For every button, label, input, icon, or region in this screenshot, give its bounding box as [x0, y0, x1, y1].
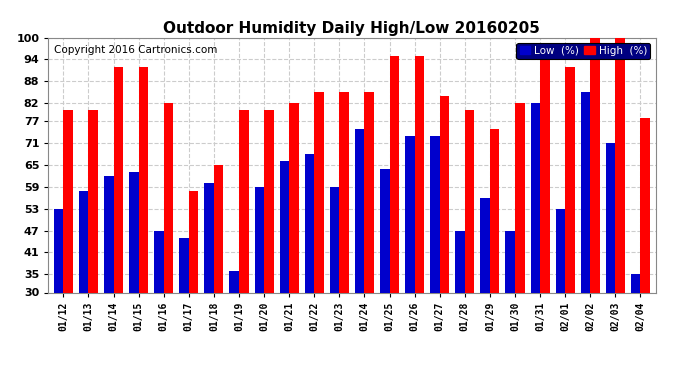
Bar: [540, 56, 550, 292]
Bar: [415, 56, 424, 292]
Bar: [214, 165, 224, 292]
Bar: [154, 231, 164, 292]
Bar: [63, 110, 73, 292]
Bar: [239, 110, 248, 292]
Bar: [264, 110, 274, 292]
Bar: [289, 103, 299, 292]
Bar: [565, 67, 575, 292]
Bar: [506, 231, 515, 292]
Bar: [364, 92, 374, 292]
Bar: [355, 129, 364, 292]
Bar: [114, 67, 123, 292]
Bar: [515, 103, 524, 292]
Bar: [455, 231, 465, 292]
Bar: [631, 274, 640, 292]
Bar: [279, 161, 289, 292]
Bar: [430, 136, 440, 292]
Bar: [204, 183, 214, 292]
Bar: [305, 154, 314, 292]
Bar: [531, 103, 540, 292]
Bar: [465, 110, 474, 292]
Bar: [104, 176, 114, 292]
Bar: [339, 92, 349, 292]
Bar: [390, 56, 399, 292]
Title: Outdoor Humidity Daily High/Low 20160205: Outdoor Humidity Daily High/Low 20160205: [164, 21, 540, 36]
Legend: Low  (%), High  (%): Low (%), High (%): [516, 43, 650, 59]
Bar: [330, 187, 339, 292]
Bar: [164, 103, 173, 292]
Bar: [555, 209, 565, 292]
Text: Copyright 2016 Cartronics.com: Copyright 2016 Cartronics.com: [55, 45, 218, 55]
Bar: [314, 92, 324, 292]
Bar: [380, 169, 390, 292]
Bar: [129, 172, 139, 292]
Bar: [79, 190, 88, 292]
Bar: [590, 38, 600, 292]
Bar: [189, 190, 198, 292]
Bar: [179, 238, 189, 292]
Bar: [405, 136, 415, 292]
Bar: [54, 209, 63, 292]
Bar: [615, 38, 625, 292]
Bar: [440, 96, 449, 292]
Bar: [139, 67, 148, 292]
Bar: [255, 187, 264, 292]
Bar: [88, 110, 98, 292]
Bar: [606, 143, 615, 292]
Bar: [490, 129, 500, 292]
Bar: [581, 92, 590, 292]
Bar: [480, 198, 490, 292]
Bar: [640, 118, 650, 292]
Bar: [230, 271, 239, 292]
